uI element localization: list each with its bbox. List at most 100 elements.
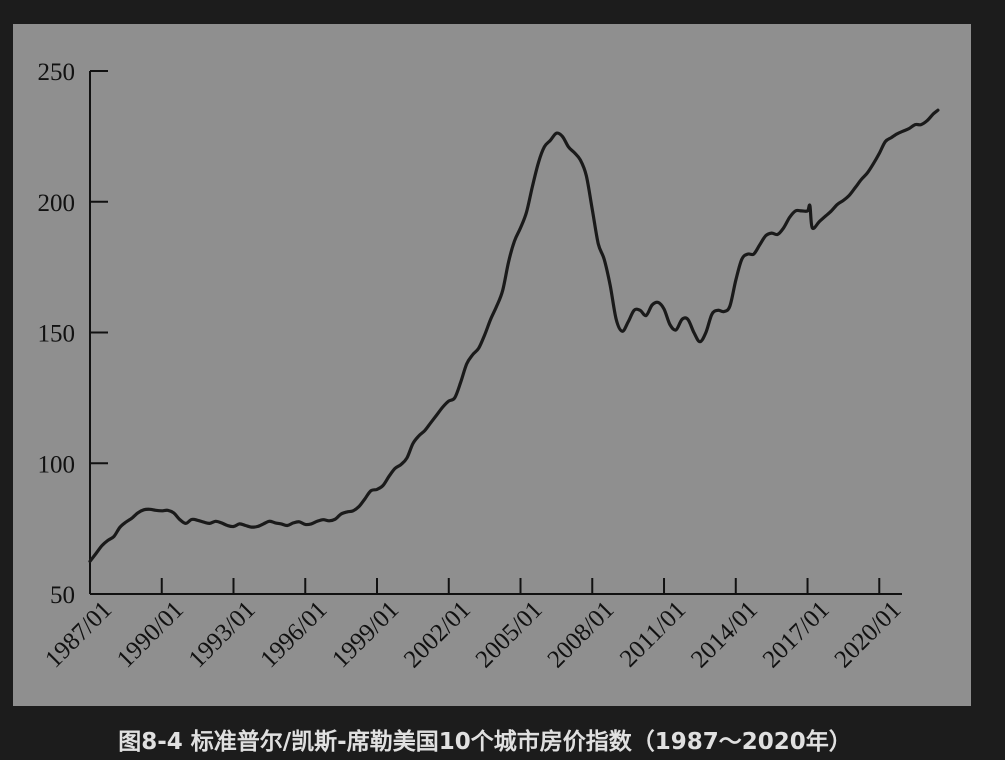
data-point	[471, 353, 474, 356]
data-point	[567, 145, 570, 148]
data-point	[292, 521, 295, 524]
data-point	[573, 151, 576, 154]
data-point	[914, 123, 917, 126]
data-point	[441, 406, 444, 409]
data-point	[334, 518, 337, 521]
data-point	[202, 521, 205, 524]
data-point	[405, 457, 408, 460]
data-point	[286, 524, 289, 527]
data-point	[352, 509, 355, 512]
data-point	[124, 521, 127, 524]
data-point	[932, 113, 935, 116]
data-point	[818, 220, 821, 223]
data-point	[465, 362, 468, 365]
data-point	[184, 522, 187, 525]
data-point	[112, 535, 115, 538]
data-point	[166, 509, 169, 512]
data-point	[764, 234, 767, 237]
data-point	[304, 523, 307, 526]
data-point	[160, 509, 163, 512]
data-point	[621, 330, 624, 333]
data-point	[698, 340, 701, 343]
data-point	[483, 334, 486, 337]
data-point	[806, 209, 809, 212]
data-point	[423, 429, 426, 432]
data-point	[854, 186, 857, 189]
data-point	[316, 520, 319, 523]
data-point	[645, 314, 648, 317]
data-point	[740, 258, 743, 261]
data-point	[675, 328, 678, 331]
data-point	[615, 318, 618, 321]
data-point	[908, 127, 911, 130]
data-point	[340, 513, 343, 516]
data-point	[220, 521, 223, 524]
data-point	[692, 331, 695, 334]
data-point	[776, 233, 779, 236]
data-point	[376, 488, 379, 491]
data-point	[824, 215, 827, 218]
data-point	[585, 174, 588, 177]
data-point	[399, 463, 402, 466]
data-point	[627, 321, 630, 324]
data-point	[936, 109, 939, 112]
data-point	[555, 132, 558, 135]
data-point	[770, 232, 773, 235]
data-point	[811, 226, 814, 229]
data-point	[681, 318, 684, 321]
data-point	[388, 475, 391, 478]
data-point	[238, 522, 241, 525]
data-point	[746, 253, 749, 256]
data-point	[507, 260, 510, 263]
data-point	[633, 309, 636, 312]
data-point	[148, 508, 151, 511]
data-point	[537, 161, 540, 164]
data-point	[208, 522, 211, 525]
data-point	[136, 511, 139, 514]
data-point	[734, 279, 737, 282]
data-point	[794, 209, 797, 212]
data-point	[884, 140, 887, 143]
data-point	[525, 211, 528, 214]
data-point	[704, 331, 707, 334]
data-point	[459, 381, 462, 384]
chart-background	[13, 24, 971, 706]
data-point	[896, 132, 899, 135]
data-point	[172, 511, 175, 514]
data-point	[860, 178, 863, 181]
data-point	[597, 242, 600, 245]
data-point	[890, 136, 893, 139]
data-point	[531, 185, 534, 188]
data-point	[836, 203, 839, 206]
data-point	[435, 413, 438, 416]
data-point	[256, 525, 259, 528]
series-line-hpi	[88, 108, 940, 563]
data-point	[710, 313, 713, 316]
data-point	[280, 522, 283, 525]
data-point	[346, 510, 349, 513]
y-axis: 50 100 150 200 250	[38, 59, 108, 609]
data-point	[190, 518, 193, 521]
data-point	[651, 304, 654, 307]
y-tick-label: 250	[38, 59, 76, 86]
y-tick-label: 150	[38, 321, 76, 348]
data-point	[878, 152, 881, 155]
data-point	[609, 284, 612, 287]
data-point	[866, 172, 869, 175]
data-point	[902, 130, 905, 133]
data-point	[603, 258, 606, 261]
data-point	[322, 518, 325, 521]
data-point	[663, 308, 666, 311]
data-point	[244, 524, 247, 527]
data-point	[501, 289, 504, 292]
data-point	[549, 139, 552, 142]
data-point	[328, 519, 331, 522]
data-point	[543, 145, 546, 148]
data-point	[310, 522, 313, 525]
data-point	[370, 489, 373, 492]
data-point	[358, 505, 361, 508]
data-point	[926, 119, 929, 122]
data-point	[262, 522, 265, 525]
data-point	[669, 323, 672, 326]
